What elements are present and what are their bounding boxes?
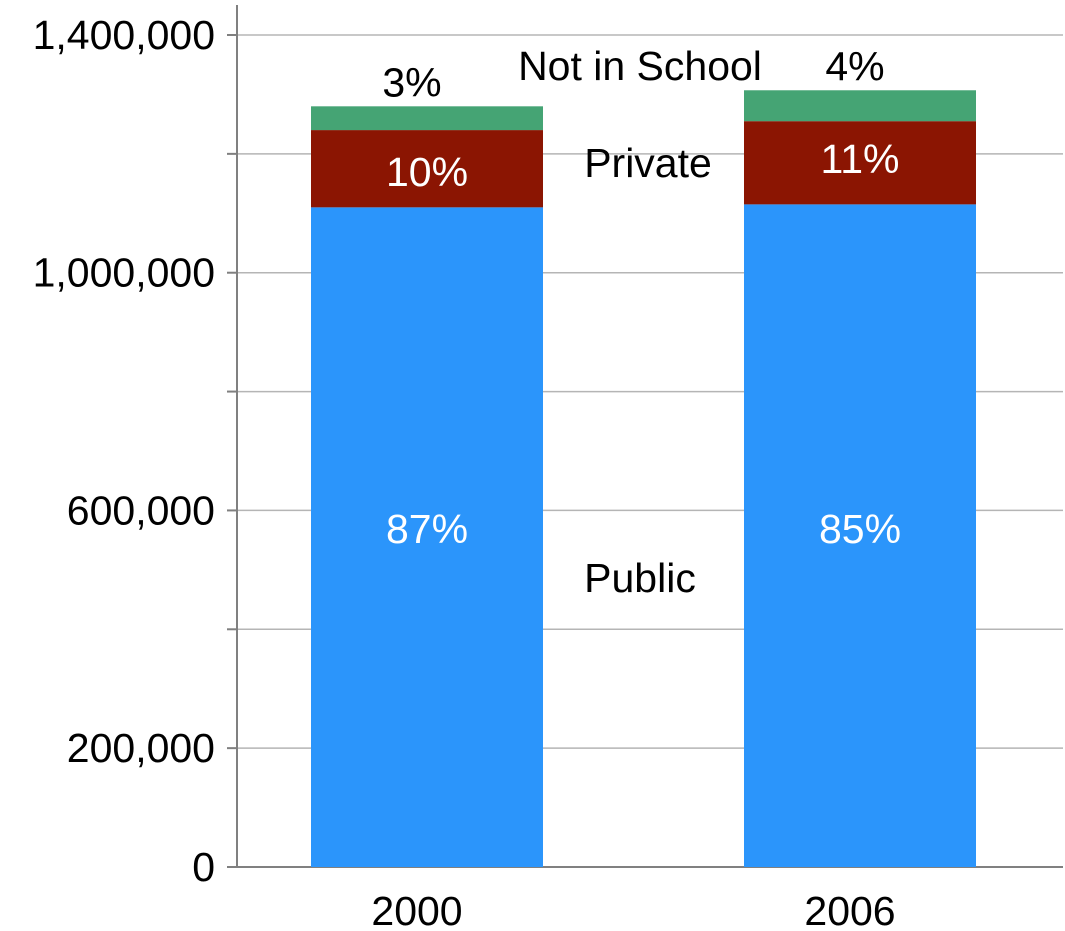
series-label-not-in-school: Not in School xyxy=(518,43,762,89)
segment-label: 4% xyxy=(825,43,884,89)
segment-label: 3% xyxy=(382,59,441,105)
bar-segment-public xyxy=(744,204,976,867)
segment-label: 11% xyxy=(820,136,899,182)
x-tick-label: 2000 xyxy=(371,888,462,931)
y-tick-label: 0 xyxy=(192,844,215,890)
bar-segment-public xyxy=(311,207,543,868)
segment-label: 85% xyxy=(819,506,901,552)
series-label-public: Public xyxy=(584,555,696,601)
series-label-private: Private xyxy=(584,140,712,186)
bars xyxy=(311,90,976,868)
y-tick-label: 600,000 xyxy=(67,487,215,533)
bar-segment-not-in-school xyxy=(311,106,543,131)
segment-label: 87% xyxy=(386,506,468,552)
x-tick-label: 2006 xyxy=(804,888,895,931)
labels: 87% 10% 3% 85% 11% 4% Public Private Not in Scho… xyxy=(382,43,901,601)
y-tick-label: 1,400,000 xyxy=(33,12,215,58)
bar-segment-private xyxy=(311,130,543,208)
y-tick-label: 200,000 xyxy=(67,725,215,771)
bar-segment-not-in-school xyxy=(744,90,976,122)
bar-segment-private xyxy=(744,121,976,205)
y-tick-label: 1,000,000 xyxy=(33,250,215,296)
segment-label: 10% xyxy=(386,149,468,195)
